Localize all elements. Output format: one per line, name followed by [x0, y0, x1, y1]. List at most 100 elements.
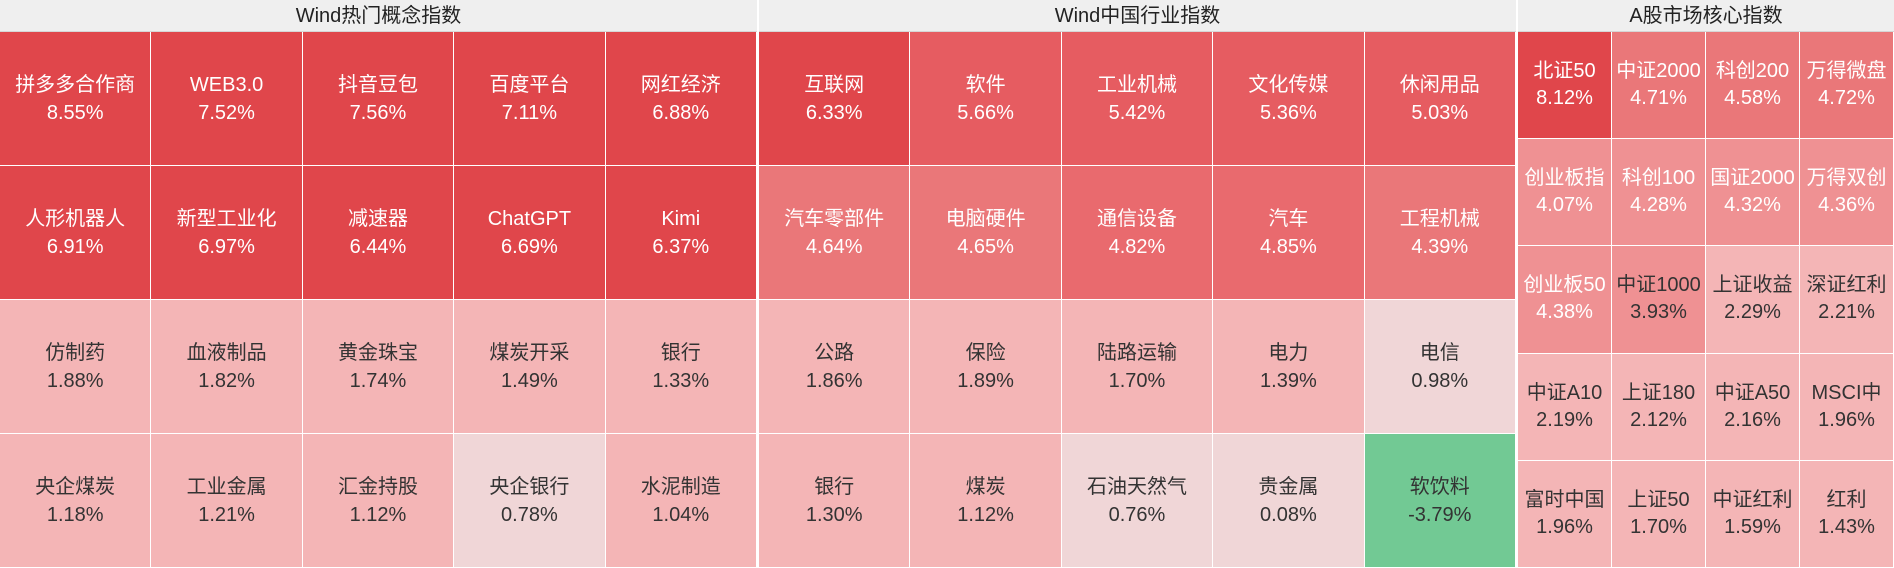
industry-index-tile[interactable]: 陆路运输 1.70% — [1061, 300, 1214, 434]
core-index-tile[interactable]: 中证1000 3.93% — [1612, 246, 1706, 354]
tile-name: 电信 — [1419, 341, 1460, 364]
industry-index-tile[interactable]: 工业机械 5.42% — [1061, 32, 1214, 166]
tile-change-pct: 1.86% — [805, 369, 863, 392]
tile-name: 北证50 — [1533, 60, 1596, 83]
core-index-tile[interactable]: 科创100 4.28% — [1612, 139, 1706, 247]
industry-index-tile[interactable]: 软件 5.66% — [910, 32, 1062, 166]
tile-change-pct: 6.69% — [501, 235, 558, 258]
industry-index-tile[interactable]: 公路 1.86% — [759, 300, 911, 434]
tile-name: 银行 — [660, 341, 701, 364]
core-index-tile[interactable]: 中证A10 2.19% — [1518, 353, 1612, 461]
core-index-tile[interactable]: 创业板50 4.38% — [1518, 246, 1612, 354]
concept-index-tile[interactable]: 人形机器人 6.91% — [0, 166, 152, 300]
tile-change-pct: 1.82% — [198, 369, 255, 392]
industry-index-tile[interactable]: 汽车 4.85% — [1213, 166, 1365, 300]
core-index-tile[interactable]: 中证A50 2.16% — [1706, 353, 1800, 461]
concept-index-tile[interactable]: 网红经济 6.88% — [605, 32, 757, 166]
tile-change-pct: 1.12% — [957, 503, 1014, 526]
industry-index-tile[interactable]: 煤炭 1.12% — [910, 434, 1062, 568]
concept-index-tile[interactable]: 仿制药 1.88% — [0, 300, 152, 434]
tile-change-pct: 1.59% — [1724, 515, 1781, 538]
tile-change-pct: 4.65% — [957, 235, 1014, 258]
concept-index-tile[interactable]: 减速器 6.44% — [302, 166, 455, 300]
tile-name: 减速器 — [347, 207, 408, 230]
concept-index-tile[interactable]: ChatGPT 6.69% — [454, 166, 606, 300]
concept-index-tile[interactable]: 黄金珠宝 1.74% — [302, 300, 455, 434]
concept-index-tile[interactable]: 煤炭开采 1.49% — [454, 300, 606, 434]
core-index-tile[interactable]: 上证收益 2.29% — [1706, 246, 1800, 354]
tile-name: 拼多多合作商 — [15, 73, 136, 96]
core-index-tile[interactable]: 中证2000 4.71% — [1612, 32, 1706, 140]
industry-index-tile[interactable]: 电信 0.98% — [1364, 300, 1516, 434]
tile-change-pct: 5.36% — [1260, 101, 1317, 124]
core-index-tile[interactable]: 红利 1.43% — [1800, 460, 1894, 568]
industry-index-tile[interactable]: 通信设备 4.82% — [1061, 166, 1214, 300]
tile-change-pct: 1.43% — [1818, 515, 1875, 538]
tile-change-pct: 7.52% — [198, 101, 255, 124]
tile-name: 煤炭开采 — [489, 341, 570, 364]
tile-name: 中证A10 — [1526, 381, 1603, 404]
core-index-tile[interactable]: 万得微盘 4.72% — [1800, 32, 1894, 140]
tile-name: WEB3.0 — [189, 73, 264, 96]
industry-index-tile[interactable]: 贵金属 0.08% — [1213, 434, 1365, 568]
core-index-tile[interactable]: 富时中国 1.96% — [1518, 460, 1612, 568]
industry-index-tile[interactable]: 文化传媒 5.36% — [1213, 32, 1365, 166]
industry-index-tile[interactable]: 汽车零部件 4.64% — [759, 166, 911, 300]
core-index-tile[interactable]: 国证2000 4.32% — [1706, 139, 1800, 247]
industry-index-tile[interactable]: 银行 1.30% — [759, 434, 911, 568]
tile-change-pct: 8.55% — [46, 101, 104, 124]
core-index-tile[interactable]: 北证50 8.12% — [1518, 32, 1612, 140]
tile-name: 仿制药 — [45, 341, 106, 364]
tile-name: 抖音豆包 — [337, 73, 418, 96]
concept-index-tile[interactable]: 血液制品 1.82% — [151, 300, 303, 434]
concept-index-tile[interactable]: 水泥制造 1.04% — [605, 434, 757, 568]
tile-change-pct: 8.12% — [1536, 87, 1593, 110]
tile-name: 贵金属 — [1258, 475, 1319, 498]
concept-index-tile[interactable]: WEB3.0 7.52% — [151, 32, 303, 166]
core-index-tile[interactable]: 中证红利 1.59% — [1706, 460, 1800, 568]
tile-change-pct: 0.76% — [1108, 503, 1166, 526]
core-index-tile[interactable]: 创业板指 4.07% — [1518, 139, 1612, 247]
industry-index-tile[interactable]: 保险 1.89% — [910, 300, 1062, 434]
core-index-tile[interactable]: 科创200 4.58% — [1706, 32, 1800, 140]
concept-index-tile[interactable]: 百度平台 7.11% — [454, 32, 606, 166]
core-panel-title: A股市场核心指数 — [1518, 0, 1894, 32]
core-index-tile[interactable]: 深证红利 2.21% — [1800, 246, 1894, 354]
concept-index-tile[interactable]: 银行 1.33% — [605, 300, 757, 434]
tile-change-pct: 6.37% — [652, 235, 710, 258]
concept-index-tile[interactable]: 新型工业化 6.97% — [151, 166, 303, 300]
core-index-tile[interactable]: 上证180 2.12% — [1612, 353, 1706, 461]
industry-index-tile[interactable]: 石油天然气 0.76% — [1061, 434, 1214, 568]
concept-index-tile[interactable]: 央企银行 0.78% — [454, 434, 606, 568]
tile-name: 人形机器人 — [25, 207, 126, 230]
industry-index-tile[interactable]: 工程机械 4.39% — [1364, 166, 1516, 300]
tile-name: 上证180 — [1621, 381, 1696, 404]
tile-name: 中证红利 — [1712, 488, 1793, 511]
tile-change-pct: 6.97% — [198, 235, 255, 258]
concept-index-tile[interactable]: 央企煤炭 1.18% — [0, 434, 152, 568]
tile-change-pct: 4.38% — [1536, 301, 1593, 324]
industry-index-tile[interactable]: 电力 1.39% — [1213, 300, 1365, 434]
industry-index-tile[interactable]: 休闲用品 5.03% — [1364, 32, 1516, 166]
concept-index-tile[interactable]: 工业金属 1.21% — [151, 434, 303, 568]
tile-change-pct: 4.72% — [1818, 87, 1875, 110]
industry-panel-title: Wind中国行业指数 — [759, 0, 1516, 32]
core-index-tile[interactable]: 上证50 1.70% — [1612, 460, 1706, 568]
tile-change-pct: 2.21% — [1818, 301, 1875, 324]
tile-name: 富时中国 — [1524, 488, 1605, 511]
core-index-tile[interactable]: 万得双创 4.36% — [1800, 139, 1894, 247]
tile-name: 石油天然气 — [1086, 475, 1187, 498]
industry-index-tile[interactable]: 电脑硬件 4.65% — [910, 166, 1062, 300]
industry-index-tile[interactable]: 互联网 6.33% — [759, 32, 911, 166]
industry-index-tile[interactable]: 软饮料 -3.79% — [1364, 434, 1516, 568]
concept-index-tile[interactable]: 汇金持股 1.12% — [302, 434, 455, 568]
tile-name: 软饮料 — [1409, 475, 1470, 498]
concept-index-tile[interactable]: Kimi 6.37% — [605, 166, 757, 300]
concept-index-tile[interactable]: 拼多多合作商 8.55% — [0, 32, 152, 166]
tile-change-pct: 1.30% — [805, 503, 863, 526]
concept-index-tile[interactable]: 抖音豆包 7.56% — [302, 32, 455, 166]
tile-name: 创业板50 — [1523, 274, 1606, 297]
core-index-tile[interactable]: MSCI中 1.96% — [1800, 353, 1894, 461]
tile-change-pct: 4.71% — [1630, 87, 1687, 110]
tile-name: 陆路运输 — [1096, 341, 1177, 364]
